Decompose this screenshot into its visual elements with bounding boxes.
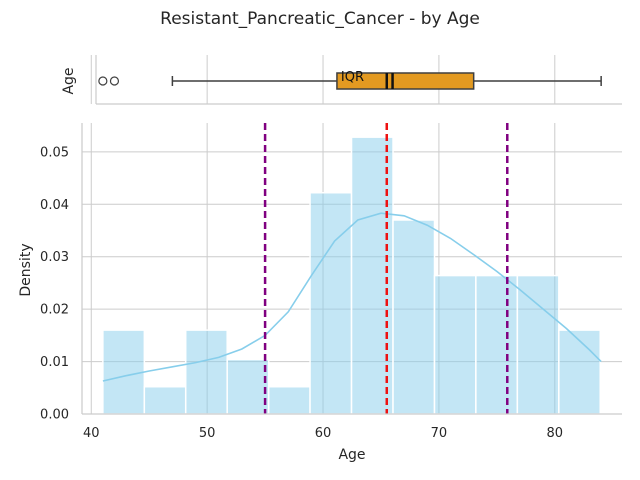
- boxplot-marks: IQR: [98, 70, 602, 90]
- boxplot-panel: Age IQR: [61, 55, 622, 105]
- outlier-point: [109, 76, 120, 86]
- histogram-xlabel: Age: [338, 447, 365, 463]
- x-tick-label: 70: [431, 426, 448, 441]
- iqr-box: [336, 72, 475, 90]
- histogram-bar: [267, 385, 311, 415]
- x-tick-labels: 40 50 60 70 80: [83, 426, 563, 441]
- y-tick-label: 0.00: [40, 408, 69, 423]
- histogram-bar: [475, 274, 519, 415]
- iqr-label: IQR: [341, 70, 364, 85]
- y-tick-label: 0.02: [40, 303, 69, 318]
- boxplot-ylabel: Age: [61, 67, 77, 94]
- histogram-bar: [433, 274, 477, 415]
- chart-title: Resistant_Pancreatic_Cancer - by Age: [160, 9, 480, 29]
- y-tick-label: 0.04: [40, 198, 69, 213]
- histogram-bar: [102, 329, 146, 415]
- y-tick-label: 0.01: [40, 355, 69, 370]
- histogram-bar: [558, 329, 601, 415]
- kde-layer: [102, 212, 602, 382]
- y-tick-labels: 0.00 0.01 0.02 0.03 0.04 0.05: [40, 145, 69, 422]
- histogram-panel: 40 50 60 70 80 0.000.010.020.030.040.05 Age …: [18, 123, 622, 463]
- outlier-point: [98, 76, 108, 86]
- x-tick-label: 40: [83, 426, 100, 441]
- x-tick-label: 80: [547, 426, 564, 441]
- histogram-bar: [516, 274, 560, 415]
- histogram-bar: [184, 329, 228, 415]
- y-tick-label: 0.05: [40, 145, 69, 160]
- histogram-bar: [392, 219, 436, 415]
- y-tick-label: 0.03: [40, 250, 69, 265]
- x-tick-label: 60: [315, 426, 332, 441]
- boxplot-gridlines: [90, 55, 556, 104]
- histogram-bar: [226, 358, 270, 415]
- histogram-ylabel: Density: [18, 243, 34, 296]
- reference-lines: [263, 123, 509, 414]
- histogram-bar: [309, 191, 353, 415]
- histogram-bar: [143, 385, 187, 415]
- histogram-bars: [102, 136, 601, 415]
- kde-curve: [102, 212, 602, 382]
- x-tick-label: 50: [199, 426, 216, 441]
